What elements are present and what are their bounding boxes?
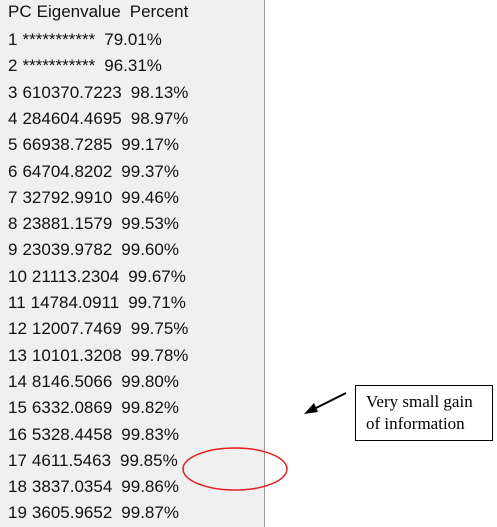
cell: 99.87% xyxy=(121,503,179,523)
data-row: 14 8146.5066 99.80% xyxy=(8,372,179,392)
cell: 14784.0911 xyxy=(30,293,120,312)
data-row: 2 *********** 96.31% xyxy=(8,56,162,76)
cell: 4611.5463 xyxy=(31,450,112,470)
cell: 66938.7285 xyxy=(22,135,113,155)
cell: 99.86% xyxy=(121,477,179,497)
cell: 12007.7469 xyxy=(31,319,122,339)
cell: 1 xyxy=(8,30,18,49)
data-row: 15 6332.0869 99.82% xyxy=(8,398,179,418)
data-row: 19 3605.9652 99.87% xyxy=(8,503,179,523)
cell: 9 xyxy=(8,240,18,260)
cell: 14 xyxy=(8,371,27,391)
cell: 284604.4695 xyxy=(22,108,122,128)
cell: 6332.0869 xyxy=(31,398,113,418)
cell: 99.75% xyxy=(130,319,189,339)
cell: 99.46% xyxy=(121,187,179,207)
cell: 8 xyxy=(8,214,18,234)
cell: 18 xyxy=(8,477,27,497)
cell: 17 xyxy=(8,450,27,470)
highlight-ellipse xyxy=(182,447,288,491)
cell: 7 xyxy=(8,187,18,207)
cell: 99.71% xyxy=(128,293,186,312)
cell: 99.80% xyxy=(121,371,179,391)
cell: 16 xyxy=(8,424,27,444)
cell: 4 xyxy=(8,108,18,128)
cell: 12 xyxy=(8,319,27,339)
cell: *********** xyxy=(22,30,96,49)
cell: 99.78% xyxy=(130,345,189,365)
cell: 21113.2304 xyxy=(31,266,120,286)
cell: 99.37% xyxy=(121,161,179,181)
cell: 99.85% xyxy=(120,450,178,470)
cell: 610370.7223 xyxy=(22,82,122,102)
arrow-head xyxy=(304,403,318,414)
cell: 96.31% xyxy=(104,56,162,76)
data-row: 9 23039.9782 99.60% xyxy=(8,240,179,260)
cell: 64704.8202 xyxy=(22,161,113,181)
cell: Eigenvalue xyxy=(36,2,121,21)
data-row: 13 10101.3208 99.78% xyxy=(8,346,188,366)
cell: 5328.4458 xyxy=(31,424,113,444)
data-row: 10 21113.2304 99.67% xyxy=(8,267,186,287)
cell: 23039.9782 xyxy=(22,240,113,260)
cell: 99.60% xyxy=(121,240,179,260)
cell: 2 xyxy=(8,56,18,76)
cell: 13 xyxy=(8,345,27,365)
cell: 98.97% xyxy=(130,108,189,128)
cell: 99.17% xyxy=(121,135,179,155)
data-row: 3 610370.7223 98.13% xyxy=(8,83,188,103)
annotation-box: Very small gain of information xyxy=(355,385,493,441)
cell: 99.53% xyxy=(121,214,179,234)
cell: 79.01% xyxy=(104,30,162,49)
data-row: 7 32792.9910 99.46% xyxy=(8,188,179,208)
data-row: 18 3837.0354 99.86% xyxy=(8,477,179,497)
data-row: 1 *********** 79.01% xyxy=(8,30,162,50)
cell: 99.82% xyxy=(121,398,179,418)
cell: 11 xyxy=(8,293,26,312)
data-row: 16 5328.4458 99.83% xyxy=(8,425,179,445)
cell: 15 xyxy=(8,398,27,418)
data-row: 11 14784.0911 99.71% xyxy=(8,293,186,313)
data-row: 5 66938.7285 99.17% xyxy=(8,135,179,155)
cell: 10101.3208 xyxy=(31,345,122,365)
cell: *********** xyxy=(22,56,96,76)
annotation-line: of information xyxy=(366,414,465,433)
cell: 99.67% xyxy=(128,266,186,286)
list-box: PC Eigenvalue Percent 1 *********** 79.01% 2 **… xyxy=(0,0,265,527)
cell: 10 xyxy=(8,266,27,286)
data-row: 8 23881.1579 99.53% xyxy=(8,214,179,234)
cell: 23881.1579 xyxy=(22,214,113,234)
cell: 3 xyxy=(8,82,18,102)
annotation-line: Very small gain xyxy=(366,392,473,411)
cell: 5 xyxy=(8,135,18,155)
cell: 99.83% xyxy=(121,424,179,444)
cell: 8146.5066 xyxy=(31,371,113,391)
cell: 32792.9910 xyxy=(22,187,113,207)
cell: 98.13% xyxy=(130,82,189,102)
cell: 3605.9652 xyxy=(31,503,113,523)
data-row: 17 4611.5463 99.85% xyxy=(8,451,178,471)
cell: 6 xyxy=(8,161,18,181)
cell: 3837.0354 xyxy=(31,477,113,497)
data-row: 4 284604.4695 98.97% xyxy=(8,109,188,129)
header-row: PC Eigenvalue Percent xyxy=(8,2,188,22)
data-row: 6 64704.8202 99.37% xyxy=(8,162,179,182)
data-row: 12 12007.7469 99.75% xyxy=(8,319,188,339)
cell: Percent xyxy=(129,2,189,21)
arrow-line xyxy=(311,392,347,411)
cell: PC xyxy=(8,2,32,21)
cell: 19 xyxy=(8,503,27,523)
